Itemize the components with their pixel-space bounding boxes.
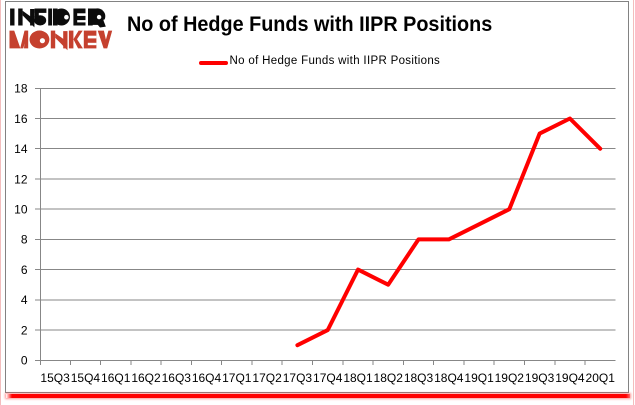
- svg-text:16Q4: 16Q4: [192, 371, 222, 385]
- svg-text:8: 8: [21, 233, 28, 247]
- svg-text:18Q2: 18Q2: [374, 371, 404, 385]
- svg-text:6: 6: [21, 263, 28, 277]
- svg-text:10: 10: [14, 202, 28, 216]
- svg-text:16Q1: 16Q1: [101, 371, 131, 385]
- svg-text:19Q2: 19Q2: [495, 371, 525, 385]
- svg-text:18Q1: 18Q1: [343, 371, 373, 385]
- svg-text:14: 14: [14, 142, 28, 156]
- svg-text:16: 16: [14, 112, 28, 126]
- svg-text:20Q1: 20Q1: [586, 371, 616, 385]
- svg-text:18Q3: 18Q3: [404, 371, 434, 385]
- svg-text:18: 18: [14, 82, 28, 96]
- svg-text:19Q1: 19Q1: [464, 371, 494, 385]
- svg-text:17Q1: 17Q1: [222, 371, 252, 385]
- svg-text:15Q4: 15Q4: [71, 371, 101, 385]
- svg-text:19Q4: 19Q4: [555, 371, 585, 385]
- svg-text:17Q4: 17Q4: [313, 371, 343, 385]
- svg-text:17Q3: 17Q3: [283, 371, 313, 385]
- svg-text:16Q3: 16Q3: [162, 371, 192, 385]
- svg-text:2: 2: [21, 323, 28, 337]
- svg-text:15Q3: 15Q3: [40, 371, 70, 385]
- svg-text:4: 4: [21, 293, 28, 307]
- svg-text:16Q2: 16Q2: [131, 371, 161, 385]
- svg-text:0: 0: [21, 354, 28, 368]
- svg-text:17Q2: 17Q2: [252, 371, 282, 385]
- svg-text:18Q4: 18Q4: [434, 371, 464, 385]
- svg-text:19Q3: 19Q3: [525, 371, 555, 385]
- svg-text:12: 12: [14, 172, 28, 186]
